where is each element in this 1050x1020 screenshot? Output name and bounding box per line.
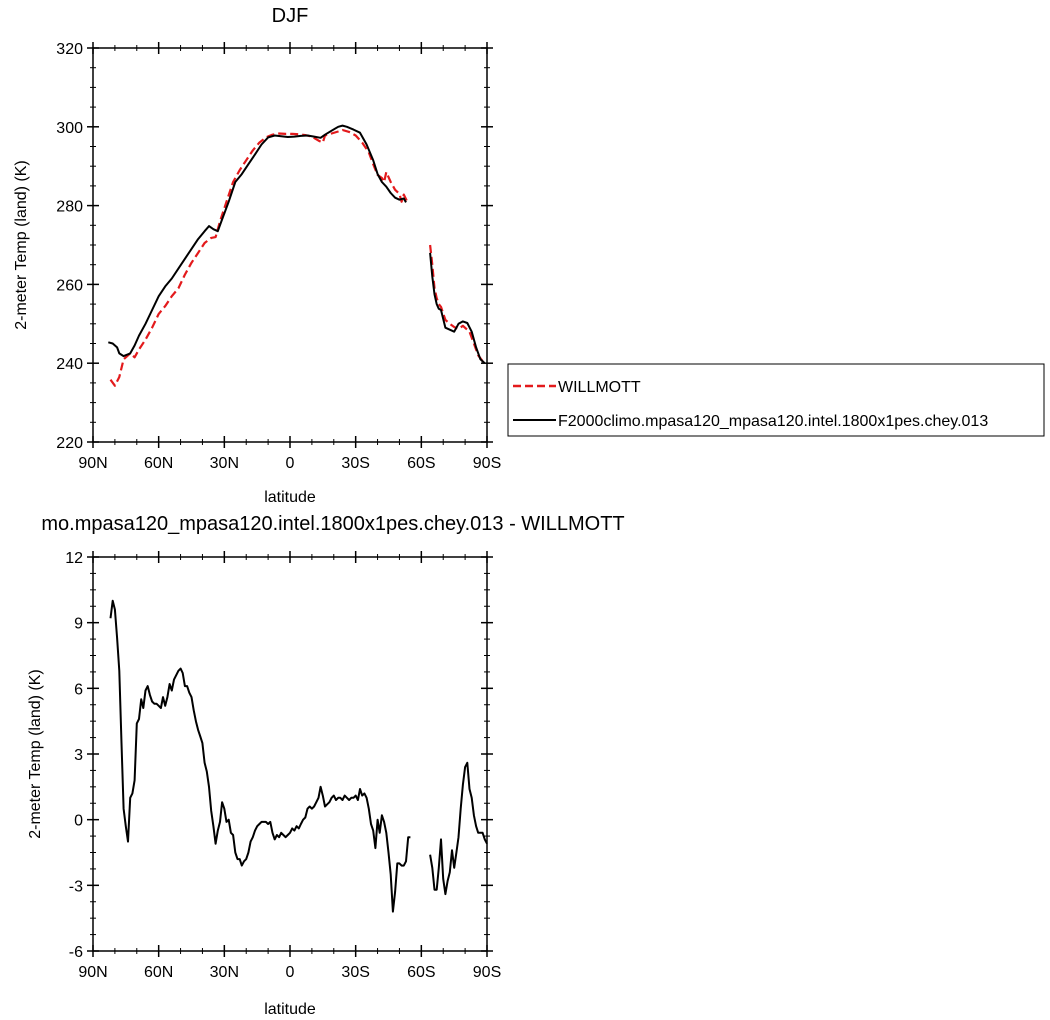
x-tick-label: 90S [473, 964, 501, 981]
y-tick-label: 220 [56, 435, 83, 452]
x-tick-label: 0 [286, 964, 295, 981]
y-tick-label: 3 [74, 747, 83, 764]
x-tick-label: 0 [286, 455, 295, 472]
x-tick-label: 60N [144, 455, 173, 472]
difference-line-segment-1 [109, 599, 411, 913]
top-panel-frame [92, 47, 488, 443]
y-tick-label: 260 [56, 277, 83, 294]
legend-label-willmott: WILLMOTT [558, 379, 641, 396]
f2000climo-mpasa120-mpasa120-intel-1800x1pes-chey-013-line-segment-2 [429, 252, 486, 364]
x-tick-label: 60S [407, 455, 435, 472]
y-tick-label: 300 [56, 120, 83, 137]
y-tick-label: 240 [56, 356, 83, 373]
y-tick-label: 280 [56, 199, 83, 216]
top-panel-ylabel: 2-meter Temp (land) (K) [13, 160, 30, 330]
x-tick-label: 90N [78, 455, 107, 472]
bottom-panel-xlabel: latitude [264, 1001, 316, 1018]
x-tick-label: 30S [341, 455, 369, 472]
legend: WILLMOTT F2000climo.mpasa120_mpasa120.in… [507, 363, 1045, 437]
y-tick-label: 9 [74, 616, 83, 633]
y-tick-label: 6 [74, 681, 83, 698]
x-tick-label: 60N [144, 964, 173, 981]
x-tick-label: 30N [210, 455, 239, 472]
willmott-line-segment-2 [429, 244, 484, 362]
top-panel-xlabel: latitude [264, 489, 316, 506]
bottom-panel-title: mo.mpasa120_mpasa120.intel.1800x1pes.che… [41, 513, 624, 535]
x-tick-label: 90N [78, 964, 107, 981]
x-tick-label: 30N [210, 964, 239, 981]
top-panel: DJF latitude 2-meter Temp (land) (K) 90N… [13, 5, 501, 506]
y-tick-label: 320 [56, 41, 83, 58]
y-tick-label: -3 [69, 878, 83, 895]
top-panel-title: DJF [272, 5, 309, 27]
bottom-panel: mo.mpasa120_mpasa120.intel.1800x1pes.che… [27, 513, 625, 1018]
y-tick-label: 12 [65, 550, 83, 567]
x-tick-label: 90S [473, 455, 501, 472]
x-tick-label: 60S [407, 964, 435, 981]
y-tick-label: -6 [69, 944, 83, 961]
legend-label-model: F2000climo.mpasa120_mpasa120.intel.1800x… [558, 413, 988, 430]
x-tick-label: 30S [341, 964, 369, 981]
willmott-line-segment-1 [109, 128, 410, 387]
legend-box [507, 363, 1045, 437]
y-tick-label: 0 [74, 813, 83, 830]
bottom-panel-ylabel: 2-meter Temp (land) (K) [27, 669, 44, 839]
difference-line-segment-2 [429, 761, 488, 896]
f2000climo-mpasa120-mpasa120-intel-1800x1pes-chey-013-line-segment-1 [108, 124, 407, 358]
bottom-panel-frame [92, 556, 488, 952]
